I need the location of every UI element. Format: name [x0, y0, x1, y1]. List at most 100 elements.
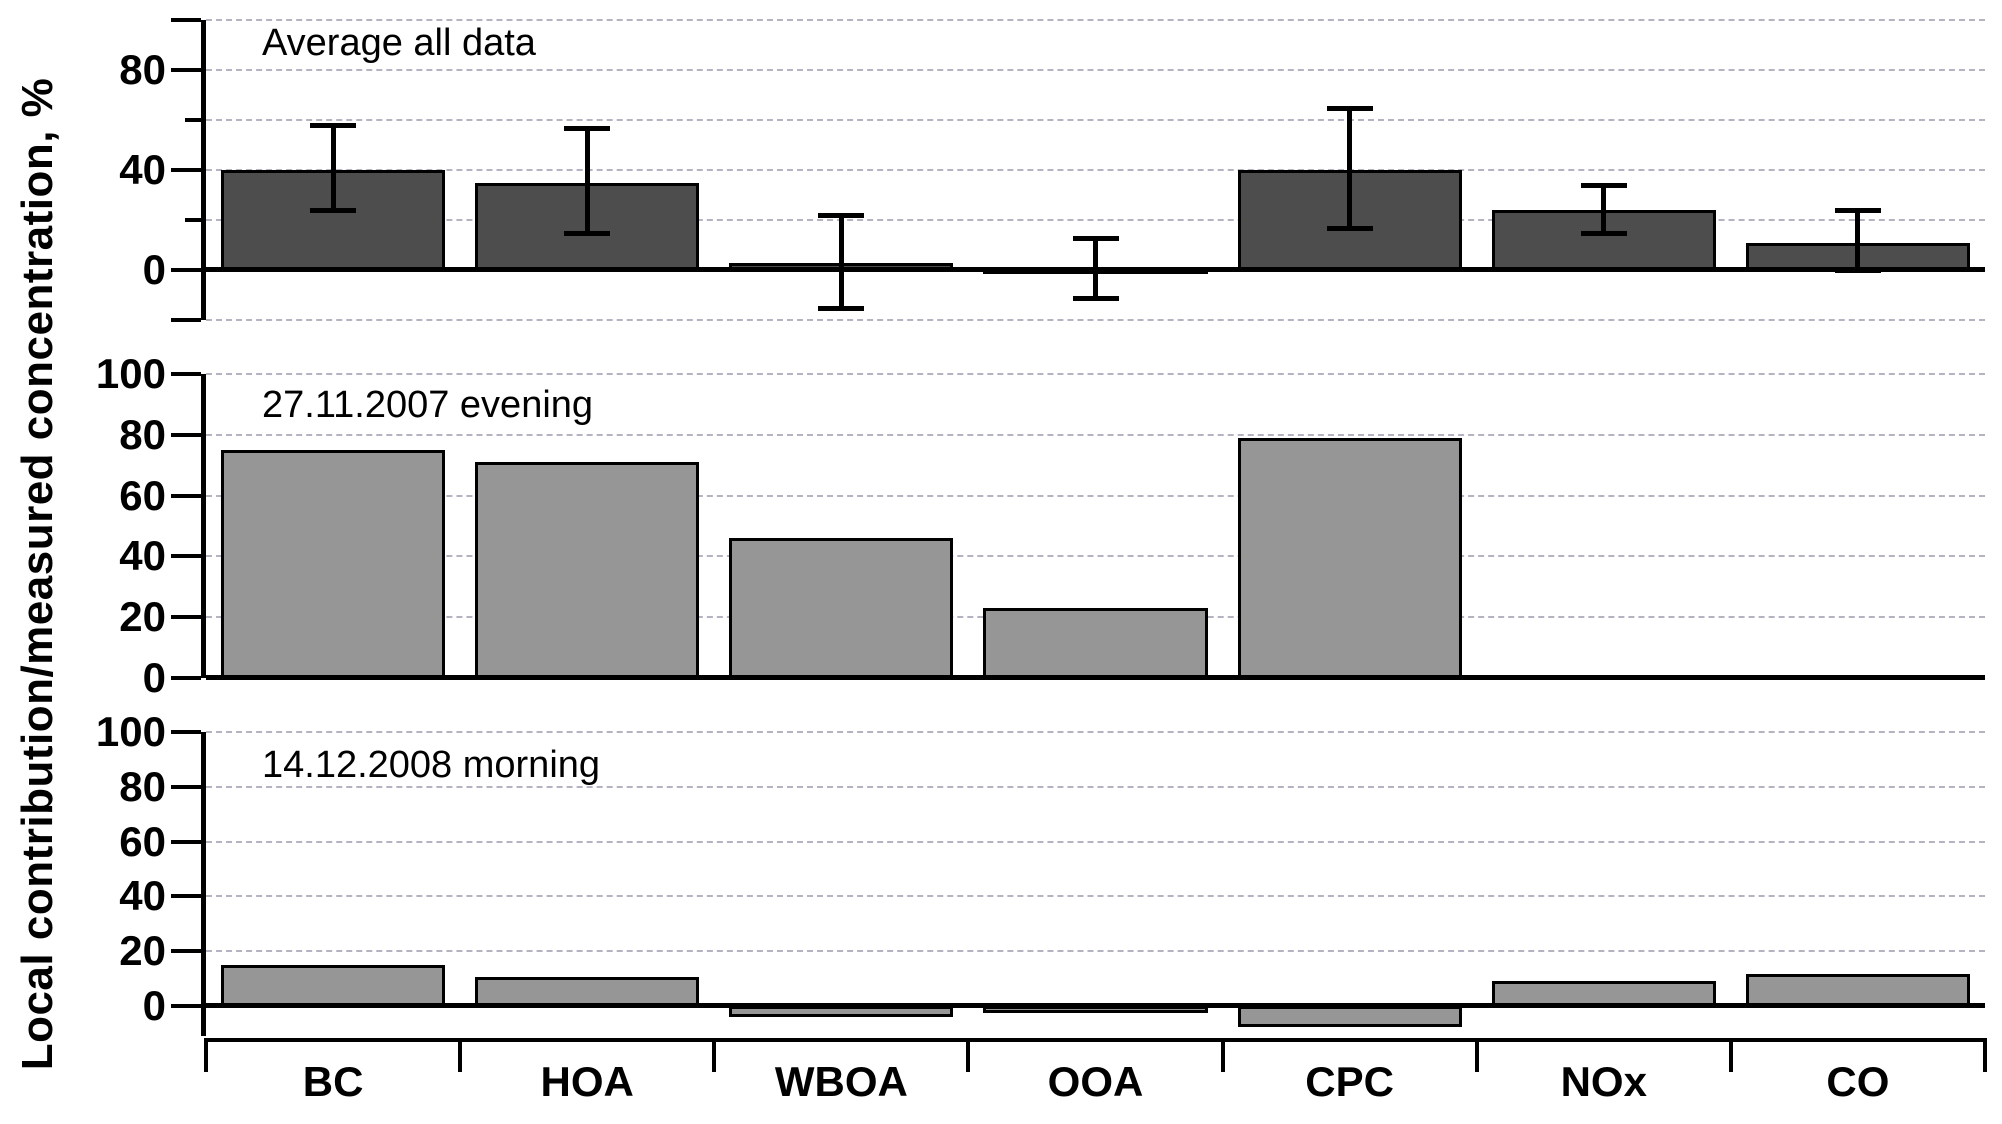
gridline-60 — [206, 119, 1985, 121]
error-bar-HOA — [584, 127, 590, 233]
error-bar-OOA — [1093, 237, 1098, 298]
gridline-100 — [206, 731, 1985, 733]
error-cap-low-CPC — [1326, 225, 1373, 231]
panel-title: 14.12.2008 morning — [262, 744, 601, 786]
panel-title: Average all data — [262, 22, 536, 64]
y-tick-0 — [171, 676, 201, 680]
gridline-40 — [206, 895, 1985, 898]
gridline-100 — [206, 373, 1985, 375]
gridline-20 — [206, 616, 1985, 619]
error-cap-high-HOA — [564, 125, 611, 131]
category-axis-line — [204, 1038, 1987, 1042]
gridline-40 — [206, 169, 1985, 171]
gridline-80 — [206, 785, 1985, 788]
y-tick-40 — [171, 168, 201, 172]
category-tick-3 — [966, 1042, 971, 1072]
error-bar-CO — [1855, 210, 1861, 270]
y-tick-0 — [171, 268, 201, 272]
y-tick-80 — [171, 432, 201, 437]
error-bar-WBOA — [838, 215, 844, 308]
y-tick--20 — [171, 318, 201, 322]
x-axis-zero-line — [206, 675, 1985, 680]
gridline-80 — [206, 433, 1985, 436]
y-axis-title: Local contribution/measured concentratio… — [13, 77, 62, 1071]
y-tick-60 — [171, 493, 201, 498]
bar-CO — [1745, 974, 1970, 1008]
y-axis-line — [201, 20, 206, 320]
x-axis-zero-line — [206, 1002, 1985, 1008]
y-axis-line — [201, 374, 206, 678]
gridline--20 — [206, 319, 1985, 321]
y-tick-60 — [185, 118, 201, 122]
y-tick-100 — [171, 730, 201, 734]
gridline-60 — [206, 840, 1985, 843]
y-tick-80 — [171, 784, 201, 789]
bar-CPC — [1237, 170, 1462, 272]
bar-CPC — [1237, 437, 1462, 680]
bar-WBOA — [729, 262, 954, 272]
category-tick-6 — [1728, 1042, 1733, 1072]
error-cap-low-CO — [1834, 268, 1881, 273]
error-cap-high-NOx — [1580, 183, 1627, 188]
gridline-40 — [206, 555, 1985, 558]
gridline-100 — [206, 19, 1985, 21]
error-cap-low-HOA — [564, 230, 611, 236]
x-axis-zero-line — [206, 267, 1985, 272]
error-cap-high-CO — [1834, 208, 1881, 213]
gridline-20 — [206, 950, 1985, 953]
y-tick-80 — [171, 68, 201, 72]
category-tick-4 — [1220, 1042, 1225, 1072]
category-label-WBOA: WBOA — [774, 1058, 908, 1105]
y-tick-0 — [171, 1003, 201, 1008]
error-bar-CPC — [1347, 107, 1353, 228]
gridline-20 — [206, 219, 1985, 221]
y-tick-20 — [171, 949, 201, 954]
bar-OOA — [983, 267, 1208, 274]
category-label-CO: CO — [1826, 1058, 1890, 1105]
category-tick-0 — [204, 1042, 208, 1072]
y-tick-60 — [171, 839, 201, 844]
panel-title: 27.11.2007 evening — [262, 384, 594, 426]
bar-CO — [1745, 242, 1970, 272]
bar-HOA — [475, 977, 700, 1008]
category-label-CPC: CPC — [1305, 1058, 1394, 1105]
y-tick-20 — [185, 218, 201, 222]
bar-OOA — [983, 1005, 1208, 1014]
y-tick-20 — [171, 615, 201, 620]
gridline-60 — [206, 494, 1985, 497]
category-tick-5 — [1474, 1042, 1479, 1072]
y-tick-40 — [171, 894, 201, 899]
y-axis-line — [201, 732, 206, 1036]
bar-WBOA — [729, 1005, 954, 1018]
category-label-HOA: HOA — [540, 1058, 634, 1105]
error-cap-high-CPC — [1326, 105, 1373, 111]
bar-BC — [220, 450, 446, 680]
y-tick-100 — [171, 372, 201, 376]
category-label-OOA: OOA — [1047, 1058, 1144, 1105]
category-label-BC: BC — [302, 1058, 364, 1105]
bar-NOx — [1491, 981, 1716, 1008]
error-cap-low-WBOA — [818, 305, 865, 311]
bar-HOA — [475, 462, 700, 680]
bar-HOA — [475, 182, 700, 272]
category-tick-1 — [458, 1042, 463, 1072]
error-cap-high-WBOA — [818, 213, 865, 218]
error-cap-low-NOx — [1580, 230, 1627, 236]
error-cap-high-OOA — [1072, 235, 1119, 241]
bar-BC — [220, 170, 446, 272]
category-tick-7 — [1983, 1042, 1987, 1072]
bar-OOA — [983, 608, 1208, 680]
error-cap-low-BC — [310, 208, 357, 213]
error-cap-low-OOA — [1072, 295, 1119, 301]
error-bar-NOx — [1601, 185, 1607, 233]
y-tick-100 — [171, 18, 201, 22]
bar-CPC — [1237, 1005, 1462, 1028]
bar-BC — [220, 964, 446, 1008]
y-tick-40 — [171, 554, 201, 559]
category-label-NOx: NOx — [1560, 1058, 1647, 1105]
error-cap-high-BC — [310, 123, 357, 128]
error-bar-BC — [330, 125, 336, 210]
